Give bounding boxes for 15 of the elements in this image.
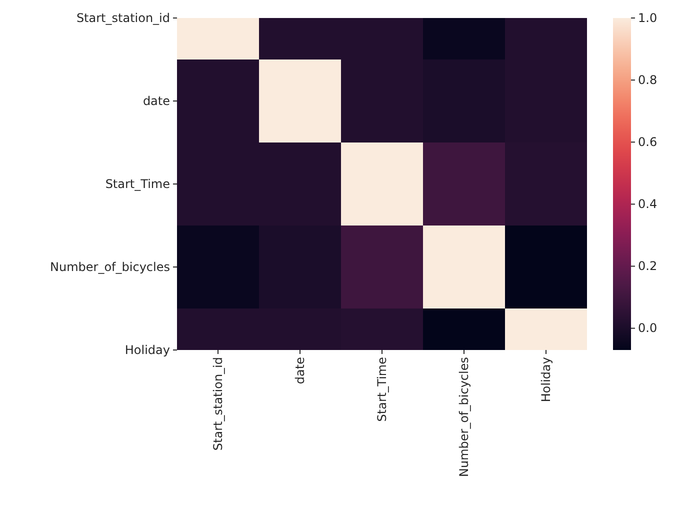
color-bar-label: 0.6 <box>638 134 658 149</box>
color-bar-label: 0.0 <box>638 321 658 336</box>
y-tick-label: Number_of_bicycles <box>50 260 170 274</box>
x-tick-label: Start_Time <box>374 357 389 422</box>
color-bar-label: 0.4 <box>638 197 658 212</box>
color-bar-label: 1.0 <box>638 10 658 25</box>
y-tick-label: Start_Time <box>105 176 170 191</box>
color-bar-label: 0.8 <box>638 72 658 87</box>
y-tick-label: date <box>142 94 170 108</box>
y-tick-label: Start_station_id <box>76 10 170 25</box>
x-tick-label: Number_of_bicycles <box>456 357 471 477</box>
color-bar-label: 0.2 <box>638 259 658 274</box>
x-tick-label: date <box>292 357 307 384</box>
y-tick-label: Holiday <box>124 342 170 357</box>
x-tick-label: Holiday <box>538 357 553 402</box>
